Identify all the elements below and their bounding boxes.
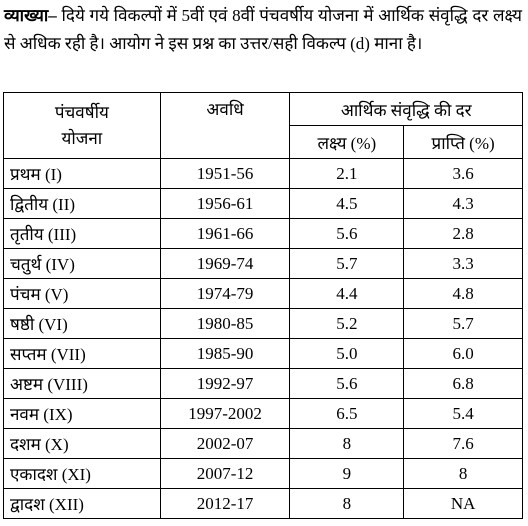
table-cell: NA: [403, 488, 523, 519]
table-cell: 5.4: [403, 398, 523, 429]
table-cell: 8: [403, 458, 523, 489]
table-cell: 4.3: [403, 188, 523, 219]
header-row: लक्ष्य (%) प्राप्ति (%): [4, 125, 523, 159]
table-row: षष्ठी (VI) 1980-85 5.2 5.7: [3, 308, 523, 339]
table-cell: द्वितीय (II): [3, 188, 161, 219]
table-row: चतुर्थ (IV) 1969-74 5.7 3.3: [3, 248, 523, 279]
header-cell: पंचवर्षीय योजना: [3, 92, 161, 159]
table-cell: नवम (IX): [3, 398, 161, 429]
table-cell: षष्ठी (VI): [3, 308, 161, 339]
table-cell: 2007-12: [159, 458, 291, 489]
table-cell: 5.0: [289, 338, 405, 369]
table-cell: एकादश (XI): [3, 458, 161, 489]
table-cell: द्वादश (XII): [3, 488, 161, 519]
table-cell: 9: [289, 458, 405, 489]
table-cell: 8: [289, 428, 405, 459]
table-row: द्वादश (XII) 2012-17 8 NA: [3, 488, 523, 519]
table-cell: 1997-2002: [159, 398, 291, 429]
table-row: अष्टम (VIII) 1992-97 5.6 6.8: [3, 368, 523, 399]
table-cell: 3.6: [403, 158, 523, 189]
table-cell: अष्टम (VIII): [3, 368, 161, 399]
table-cell: 5.6: [289, 368, 405, 399]
table-cell: 2002-07: [159, 428, 291, 459]
table-row: नवम (IX) 1997-2002 6.5 5.4: [3, 398, 523, 429]
table-cell: 5.7: [403, 308, 523, 339]
explanation: व्याख्या– दिये गये विकल्पों में 5वीं एवं…: [4, 2, 522, 58]
table-cell: पंचम (V): [3, 278, 161, 309]
explanation-label: व्याख्या–: [4, 6, 57, 25]
table-cell: 4.5: [289, 188, 405, 219]
table-cell: 8: [289, 488, 405, 519]
table-body: प्रथम (I) 1951-56 2.1 3.6 द्वितीय (II) 1956-6…: [3, 158, 523, 519]
table-cell: 1969-74: [159, 248, 291, 279]
table-row: तृतीय (III) 1961-66 5.6 2.8: [3, 218, 523, 249]
table-row: पंचम (V) 1974-79 4.4 4.8: [3, 278, 523, 309]
table-row: प्रथम (I) 1951-56 2.1 3.6: [3, 158, 523, 189]
explanation-text: दिये गये विकल्पों में 5वीं एवं 8वीं पंचव…: [4, 6, 522, 53]
table-cell: चतुर्थ (IV): [3, 248, 161, 279]
table-cell: 2.1: [289, 158, 405, 189]
table-cell: 4.4: [289, 278, 405, 309]
table-cell: 2012-17: [159, 488, 291, 519]
table-cell: 6.0: [403, 338, 523, 369]
table-cell: प्रथम (I): [3, 158, 161, 189]
table-row: दशम (X) 2002-07 8 7.6: [3, 428, 523, 459]
table-row: द्वितीय (II) 1956-61 4.5 4.3: [3, 188, 523, 219]
table-cell: 5.2: [289, 308, 405, 339]
table-cell: 5.6: [289, 218, 405, 249]
header-row: पंचवर्षीय योजना अवधि आर्थिक संवृद्धि की द…: [3, 92, 523, 159]
table-cell: तृतीय (III): [3, 218, 161, 249]
table-cell: 1980-85: [159, 308, 291, 339]
table-cell: सप्तम (VII): [3, 338, 161, 369]
table-cell: दशम (X): [3, 428, 161, 459]
table-cell: 1961-66: [159, 218, 291, 249]
table-row: एकादश (XI) 2007-12 9 8: [3, 458, 523, 489]
table-cell: 7.6: [403, 428, 523, 459]
table-cell: 4.8: [403, 278, 523, 309]
table-cell: 6.8: [403, 368, 523, 399]
header-cell: लक्ष्य (%): [289, 125, 405, 159]
table-cell: 6.5: [289, 398, 405, 429]
table-cell: 1974-79: [159, 278, 291, 309]
table-cell: 2.8: [403, 218, 523, 249]
plan-table: पंचवर्षीय योजना अवधि आर्थिक संवृद्धि की द…: [3, 92, 523, 519]
table-cell: 1985-90: [159, 338, 291, 369]
table-cell: 3.3: [403, 248, 523, 279]
header-cell: प्राप्ति (%): [403, 125, 523, 159]
table-cell: 1956-61: [159, 188, 291, 219]
table-cell: 1951-56: [159, 158, 291, 189]
table-row: सप्तम (VII) 1985-90 5.0 6.0: [3, 338, 523, 369]
table-cell: 5.7: [289, 248, 405, 279]
header-cell: अवधि: [159, 92, 291, 159]
header-cell: आर्थिक संवृद्धि की दर: [289, 92, 523, 126]
table-cell: 1992-97: [159, 368, 291, 399]
